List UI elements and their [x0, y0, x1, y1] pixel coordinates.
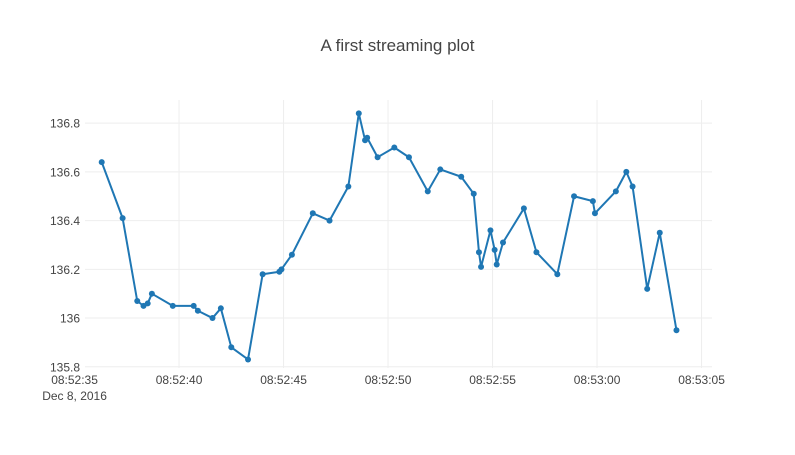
data-point[interactable] [355, 110, 362, 117]
data-point[interactable] [612, 188, 619, 195]
data-point[interactable] [345, 183, 352, 190]
data-point[interactable] [217, 305, 224, 312]
data-point[interactable] [493, 261, 500, 268]
x-tick-date-label: Dec 8, 2016 [42, 389, 107, 403]
data-point[interactable] [591, 210, 598, 217]
data-point[interactable] [391, 144, 398, 151]
data-point[interactable] [500, 239, 506, 246]
y-tick-label: 135.8 [50, 360, 80, 374]
data-point[interactable] [589, 198, 596, 205]
data-point[interactable] [228, 344, 235, 351]
data-point[interactable] [673, 327, 680, 334]
data-point[interactable] [554, 271, 561, 278]
data-point[interactable] [487, 227, 494, 234]
data-point[interactable] [656, 229, 663, 236]
y-tick-label: 136.8 [50, 117, 80, 131]
data-point[interactable] [169, 302, 176, 309]
data-point[interactable] [98, 159, 105, 166]
data-point[interactable] [405, 154, 412, 161]
data-point[interactable] [119, 215, 126, 222]
data-point[interactable] [374, 154, 381, 161]
x-tick-label: 08:52:40 [156, 373, 203, 387]
data-point[interactable] [629, 183, 636, 190]
data-point[interactable] [424, 188, 431, 195]
x-tick-label: 08:52:50 [365, 373, 412, 387]
data-point[interactable] [326, 217, 333, 224]
x-tick-label: 08:53:05 [678, 373, 725, 387]
chart-title: A first streaming plot [320, 36, 474, 55]
axes: 135.8 136 136.2 136.4 136.6 136.8 08:52:35 Dec … [42, 117, 725, 403]
data-point[interactable] [478, 263, 485, 270]
x-tick-label: 08:52:45 [260, 373, 307, 387]
data-point[interactable] [288, 251, 295, 258]
data-point[interactable] [194, 307, 201, 314]
data-point[interactable] [148, 290, 155, 297]
data-point[interactable] [533, 249, 540, 256]
data-point[interactable] [644, 285, 651, 292]
data-point[interactable] [259, 271, 266, 278]
y-tick-label: 136 [60, 312, 80, 326]
data-point[interactable] [458, 173, 465, 180]
data-point[interactable] [623, 168, 630, 175]
series-line [100, 112, 678, 361]
data-point[interactable] [245, 356, 252, 363]
y-tick-label: 136.6 [50, 165, 80, 179]
data-point[interactable] [134, 298, 141, 304]
data-point[interactable] [470, 190, 477, 197]
data-point[interactable] [278, 266, 285, 273]
series-layer [98, 110, 680, 363]
x-tick-label: 08:53:00 [574, 373, 621, 387]
y-tick-label: 136.2 [50, 263, 80, 277]
data-point[interactable] [209, 315, 216, 322]
data-point[interactable] [437, 166, 444, 173]
x-tick-label: 08:52:55 [469, 373, 516, 387]
grid-lines [85, 100, 712, 368]
data-point[interactable] [520, 205, 527, 212]
x-tick-label: 08:52:35 [51, 373, 98, 387]
y-tick-label: 136.4 [50, 214, 80, 228]
data-point[interactable] [364, 134, 371, 141]
data-point[interactable] [309, 210, 316, 217]
data-point[interactable] [144, 300, 151, 307]
data-point[interactable] [491, 246, 498, 253]
data-point[interactable] [571, 193, 578, 200]
data-point[interactable] [475, 249, 482, 256]
data-point[interactable] [190, 302, 197, 309]
